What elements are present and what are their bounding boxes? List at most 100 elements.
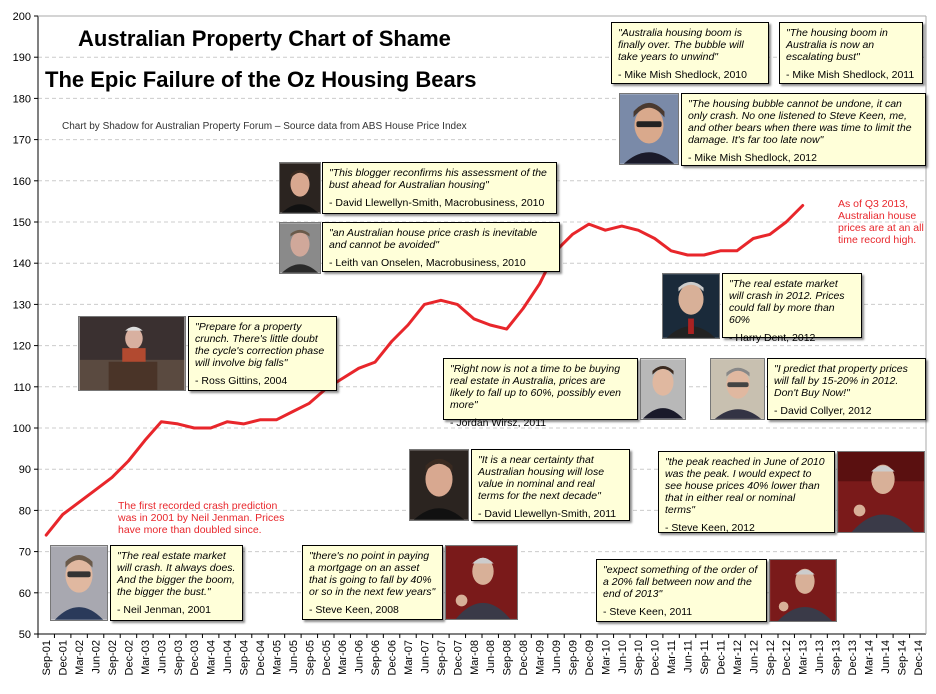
x-tick-label: Mar-08 (469, 640, 481, 675)
quote-text: "an Australian house price crash is inev… (329, 227, 538, 251)
data-point (225, 420, 229, 424)
data-point (209, 426, 212, 430)
data-point (456, 303, 459, 306)
data-point (719, 249, 722, 253)
quote-box-shedlock-2012: "The housing bubble cannot be undone, it… (681, 93, 926, 166)
x-tick-label: Mar-13 (798, 640, 810, 675)
x-tick-label: Dec-04 (255, 640, 267, 675)
portrait-photo (710, 358, 765, 420)
data-point (242, 422, 245, 426)
x-tick-label: Jun-11 (683, 640, 695, 673)
data-point (160, 420, 163, 424)
data-point (127, 459, 130, 463)
x-tick-label: Sep-13 (831, 640, 843, 675)
chart-subtitle: The Epic Failure of the Oz Housing Bears (45, 67, 477, 92)
x-tick-label: Jun-10 (617, 640, 629, 674)
x-tick-label: Sep-06 (370, 640, 382, 675)
data-point (193, 426, 196, 430)
x-tick-label: Mar-12 (732, 640, 744, 675)
quote-source: - David Llewellyn-Smith, 2011 (478, 508, 617, 520)
quote-text: "The real estate market will crash in 20… (729, 278, 845, 326)
x-tick-label: Mar-05 (271, 640, 283, 675)
quote-box-keen-2011: "expect something of the order of a 20% … (596, 559, 767, 622)
speaker-photo (837, 451, 925, 533)
x-tick-label: Sep-09 (567, 640, 579, 675)
data-point (587, 222, 591, 226)
x-tick-label: Mar-03 (140, 640, 152, 675)
data-point (489, 323, 492, 327)
x-tick-label: Jun-03 (156, 640, 168, 674)
x-tick-label: Jun-12 (748, 640, 760, 674)
chart-credit: Chart by Shadow for Australian Property … (62, 121, 467, 132)
data-point (357, 367, 360, 370)
x-tick-label: Sep-11 (699, 640, 711, 675)
x-tick-label: Jun-09 (551, 640, 563, 674)
data-point (604, 229, 607, 232)
x-tick-label: Jun-07 (419, 640, 431, 674)
data-point (176, 422, 179, 426)
data-point (77, 500, 81, 504)
y-tick-label: 70 (19, 547, 31, 559)
x-tick-label: Mar-02 (74, 640, 86, 675)
x-tick-label: Dec-14 (913, 640, 925, 675)
x-tick-label: Sep-14 (896, 640, 908, 675)
quote-source: - Ross Gittins, 2004 (195, 375, 288, 387)
x-tick-label: Jun-06 (354, 640, 366, 674)
x-tick-label: Sep-04 (239, 640, 251, 675)
x-tick-label: Sep-05 (304, 640, 316, 675)
first-prediction-note: The first recorded crash prediction was … (118, 500, 285, 536)
y-tick-label: 170 (13, 135, 31, 147)
quote-text: "Australia housing boom is finally over.… (618, 27, 744, 63)
data-point (291, 410, 295, 413)
y-tick-label: 60 (19, 588, 31, 600)
quote-text: "I predict that property prices will fal… (774, 363, 908, 399)
x-tick-label: Jun-02 (91, 640, 103, 674)
quote-text: "there's no point in paying a mortgage o… (309, 550, 436, 598)
data-point (752, 237, 755, 240)
y-tick-label: 130 (13, 299, 31, 311)
quote-text: "This blogger reconfirms his assessment … (329, 167, 547, 191)
quote-box-keen-2008: "there's no point in paying a mortgage o… (302, 545, 443, 620)
x-tick-label: Dec-05 (321, 640, 333, 675)
data-point (472, 317, 475, 321)
quote-text: "The housing bubble cannot be undone, it… (688, 98, 912, 146)
x-tick-label: Mar-06 (337, 640, 349, 675)
quote-source: - Mike Mish Shedlock, 2012 (688, 152, 817, 164)
x-tick-label: Dec-13 (847, 640, 859, 675)
portrait-photo (640, 358, 686, 420)
data-point (538, 282, 541, 285)
y-tick-label: 200 (13, 11, 31, 23)
y-tick-label: 100 (13, 423, 31, 435)
x-tick-label: Mar-09 (535, 640, 547, 675)
x-tick-label: Mar-11 (666, 640, 678, 674)
y-tick-label: 180 (13, 93, 31, 105)
x-tick-label: Sep-01 (41, 640, 53, 675)
quote-box-keen-2012: "the peak reached in June of 2010 was th… (658, 451, 835, 534)
y-tick-label: 160 (13, 176, 31, 188)
x-tick-label: Dec-08 (518, 640, 530, 675)
portrait-photo (662, 273, 720, 339)
portrait-photo (279, 222, 321, 274)
chart-title: Australian Property Chart of Shame (78, 26, 451, 51)
quote-source: - Jordan Wirsz, 2011 (450, 417, 547, 429)
quote-source: - Steve Keen, 2011 (603, 606, 693, 618)
portrait-photo (619, 93, 679, 165)
x-tick-label: Dec-11 (715, 640, 727, 675)
data-point (620, 224, 623, 228)
quote-text: "The housing boom in Australia is now an… (786, 27, 888, 63)
data-point (45, 533, 48, 537)
quote-source: - Harry Dent, 2012 (729, 332, 816, 344)
y-tick-label: 190 (13, 52, 31, 64)
y-tick-label: 140 (13, 258, 31, 270)
y-tick-label: 120 (13, 341, 31, 353)
data-point (258, 418, 262, 421)
quote-text: "The real estate market will crash. It a… (117, 550, 236, 598)
x-tick-label: Dec-07 (452, 640, 464, 675)
x-tick-label: Dec-02 (123, 640, 135, 675)
x-tick-label: Mar-14 (863, 640, 875, 675)
portrait-photo (50, 545, 108, 621)
y-tick-label: 50 (19, 629, 31, 641)
quote-source: - Steve Keen, 2008 (309, 604, 399, 616)
data-point (110, 476, 114, 479)
data-point (308, 402, 311, 405)
